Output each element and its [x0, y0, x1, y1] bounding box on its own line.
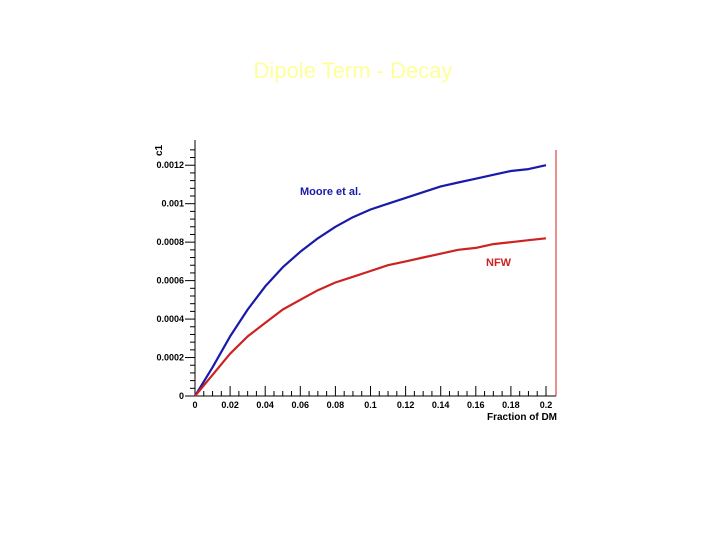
- y-tick-label: 0.0008: [156, 237, 184, 247]
- series-line-moore: [194, 164, 547, 397]
- x-tick-label: 0.04: [256, 400, 274, 410]
- series-lines: [194, 164, 547, 397]
- slide-title: Dipole Term - Decay: [253, 58, 453, 83]
- y-tick-label: 0.001: [161, 199, 184, 209]
- x-tick-label: 0.08: [327, 400, 345, 410]
- x-tick-label: 0.14: [432, 400, 450, 410]
- x-tick-label: 0.16: [467, 400, 485, 410]
- x-tick-label: 0.06: [292, 400, 310, 410]
- y-tick-label: 0.0006: [156, 276, 184, 286]
- series-label-nfw: NFW: [486, 257, 512, 269]
- x-tick-label: 0.02: [221, 400, 239, 410]
- y-tick-label: 0.0004: [156, 314, 184, 324]
- x-tick-label: 0.1: [364, 400, 377, 410]
- y-tick-label: 0.0002: [156, 353, 184, 363]
- axes: [194, 140, 557, 397]
- y-tick-label: 0.0012: [156, 160, 184, 170]
- x-tick-label: 0.18: [502, 400, 520, 410]
- y-tick-label: 0: [179, 391, 184, 401]
- series-label-moore: Moore et al.: [300, 186, 361, 198]
- x-axis-title: Fraction of DM: [487, 412, 557, 423]
- y-axis-ticks: 0 0.0002 0.0004 0.0006 0.0008 0.001 0.0012: [156, 149, 195, 401]
- x-tick-label: 0: [192, 400, 197, 410]
- x-tick-label: 0.12: [397, 400, 415, 410]
- x-tick-label: 0.2: [540, 400, 553, 410]
- series-line-nfw: [194, 237, 547, 397]
- y-axis-title: c1: [154, 144, 165, 156]
- x-axis-ticks: 0 0.02 0.04 0.06 0.08 0.1 0.12 0.14 0.16 0.18 0.2: [192, 386, 552, 410]
